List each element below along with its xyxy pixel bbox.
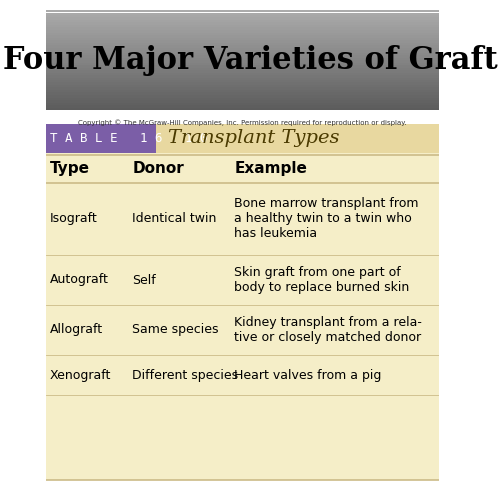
Text: Kidney transplant from a rela-: Kidney transplant from a rela- [234, 316, 422, 329]
FancyBboxPatch shape [46, 102, 438, 105]
FancyBboxPatch shape [46, 32, 438, 35]
FancyBboxPatch shape [46, 15, 438, 18]
Text: a healthy twin to a twin who: a healthy twin to a twin who [234, 212, 412, 225]
FancyBboxPatch shape [46, 82, 438, 85]
FancyBboxPatch shape [46, 50, 438, 52]
FancyBboxPatch shape [46, 40, 438, 42]
Text: Donor: Donor [132, 161, 184, 176]
FancyBboxPatch shape [46, 100, 438, 102]
FancyBboxPatch shape [46, 45, 438, 48]
FancyBboxPatch shape [46, 22, 438, 25]
Text: Transplant Types: Transplant Types [168, 129, 339, 147]
FancyBboxPatch shape [46, 25, 438, 28]
Text: Example: Example [234, 161, 308, 176]
Text: Different species: Different species [132, 368, 238, 382]
Text: tive or closely matched donor: tive or closely matched donor [234, 331, 422, 344]
FancyBboxPatch shape [46, 38, 438, 40]
Text: Autograft: Autograft [50, 274, 108, 286]
FancyBboxPatch shape [46, 42, 438, 45]
FancyBboxPatch shape [46, 152, 438, 480]
Text: Same species: Same species [132, 324, 219, 336]
Text: Identical twin: Identical twin [132, 212, 216, 225]
Text: Heart valves from a pig: Heart valves from a pig [234, 368, 382, 382]
FancyBboxPatch shape [46, 58, 438, 60]
FancyBboxPatch shape [46, 72, 438, 75]
FancyBboxPatch shape [46, 10, 438, 12]
Text: Skin graft from one part of: Skin graft from one part of [234, 266, 401, 279]
Text: body to replace burned skin: body to replace burned skin [234, 281, 410, 294]
Text: has leukemia: has leukemia [234, 227, 318, 240]
Text: Allograft: Allograft [50, 324, 103, 336]
FancyBboxPatch shape [46, 108, 438, 110]
FancyBboxPatch shape [46, 92, 438, 95]
Text: Four Major Varieties of Graft: Four Major Varieties of Graft [2, 44, 498, 76]
FancyBboxPatch shape [46, 78, 438, 80]
FancyBboxPatch shape [46, 52, 438, 55]
FancyBboxPatch shape [46, 65, 438, 68]
FancyBboxPatch shape [46, 98, 438, 100]
FancyBboxPatch shape [46, 62, 438, 65]
FancyBboxPatch shape [46, 28, 438, 30]
FancyBboxPatch shape [46, 55, 438, 58]
FancyBboxPatch shape [46, 105, 438, 108]
FancyBboxPatch shape [46, 124, 156, 152]
FancyBboxPatch shape [46, 80, 438, 82]
Text: Bone marrow transplant from: Bone marrow transplant from [234, 197, 419, 210]
FancyBboxPatch shape [46, 70, 438, 72]
Text: T A B L E   1 6 . 1 0: T A B L E 1 6 . 1 0 [50, 132, 207, 144]
Text: Type: Type [50, 161, 90, 176]
FancyBboxPatch shape [46, 75, 438, 78]
Text: Xenograft: Xenograft [50, 368, 111, 382]
FancyBboxPatch shape [46, 90, 438, 92]
Text: Isograft: Isograft [50, 212, 98, 225]
Text: Copyright © The McGraw-Hill Companies, Inc. Permission required for reproduction: Copyright © The McGraw-Hill Companies, I… [78, 119, 406, 126]
FancyBboxPatch shape [46, 68, 438, 70]
FancyBboxPatch shape [46, 95, 438, 98]
FancyBboxPatch shape [46, 20, 438, 22]
FancyBboxPatch shape [46, 48, 438, 50]
Text: Self: Self [132, 274, 156, 286]
FancyBboxPatch shape [156, 124, 438, 152]
FancyBboxPatch shape [46, 35, 438, 37]
FancyBboxPatch shape [46, 18, 438, 20]
FancyBboxPatch shape [46, 12, 438, 15]
FancyBboxPatch shape [46, 85, 438, 87]
FancyBboxPatch shape [46, 60, 438, 62]
FancyBboxPatch shape [46, 88, 438, 90]
FancyBboxPatch shape [46, 30, 438, 32]
